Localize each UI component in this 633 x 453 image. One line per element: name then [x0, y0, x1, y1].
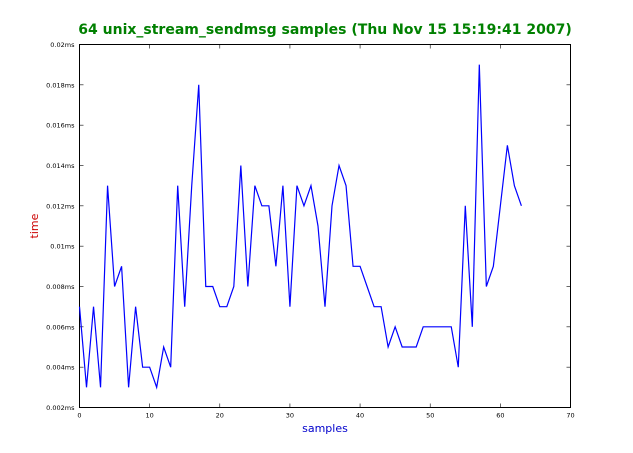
x-tick-label: 0	[77, 412, 81, 420]
x-tick-label: 70	[566, 412, 574, 420]
x-tick-label: 30	[286, 412, 294, 420]
y-tick-label: 0.02ms	[50, 41, 75, 49]
y-axis: 0.002ms 0.004ms 0.006ms 0.008ms 0.01ms 0.012m…	[46, 41, 571, 412]
y-tick-label: 0.016ms	[46, 122, 75, 130]
y-tick-label: 0.008ms	[46, 283, 75, 291]
y-tick-label: 0.01ms	[50, 243, 75, 251]
y-tick-label: 0.018ms	[46, 81, 75, 89]
x-tick-label: 50	[426, 412, 434, 420]
chart-title: 64 unix_stream_sendmsg samples (Thu Nov …	[78, 22, 571, 38]
series-line	[78, 64, 522, 390]
y-tick-label: 0.002ms	[46, 404, 75, 412]
x-axis: 0 10 20 30 40 50 60 70	[77, 44, 575, 420]
plot-frame	[79, 44, 571, 408]
y-tick-label: 0.012ms	[46, 202, 75, 210]
y-axis-label: time	[28, 213, 41, 238]
x-tick-label: 40	[356, 412, 364, 420]
x-tick-label: 60	[496, 412, 504, 420]
x-tick-label: 20	[216, 412, 224, 420]
x-axis-label: samples	[302, 422, 348, 435]
y-tick-label: 0.006ms	[46, 323, 75, 331]
y-tick-label: 0.004ms	[46, 364, 75, 372]
plot-area	[79, 44, 571, 408]
y-tick-label: 0.014ms	[46, 162, 75, 170]
x-tick-label: 10	[146, 412, 154, 420]
